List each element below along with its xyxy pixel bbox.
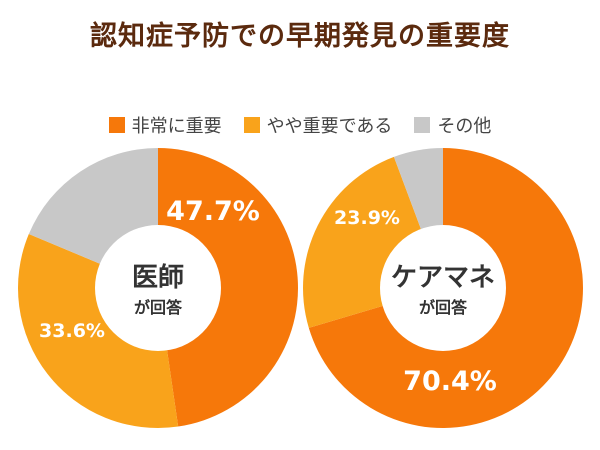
legend-label: その他 [437, 116, 492, 137]
donut-hole [95, 225, 221, 351]
data-label: 47.7% [166, 196, 260, 227]
data-label: 70.4% [403, 366, 497, 397]
pie-slice [158, 148, 298, 427]
chart-title: 認知症予防での早期発見の重要度 [90, 21, 510, 52]
legend: 非常に重要 やや重要である その他 [0, 112, 600, 138]
legend-swatch [414, 117, 431, 133]
legend-item-other: その他 [414, 112, 491, 138]
data-label: 33.6% [39, 320, 105, 342]
legend-item-somewhat-important: やや重要である [243, 112, 393, 138]
data-label: 23.9% [334, 207, 400, 229]
center-subtitle: が回答 [419, 298, 468, 317]
legend-label: 非常に重要 [131, 116, 222, 137]
center-title: ケアマネ [391, 263, 495, 293]
legend-swatch [108, 117, 125, 133]
legend-swatch [243, 117, 260, 133]
center-subtitle: が回答 [134, 298, 183, 317]
legend-item-very-important: 非常に重要 [108, 112, 222, 138]
center-title: 医師 [132, 263, 184, 293]
donut-hole [380, 225, 506, 351]
legend-label: やや重要である [266, 116, 393, 137]
